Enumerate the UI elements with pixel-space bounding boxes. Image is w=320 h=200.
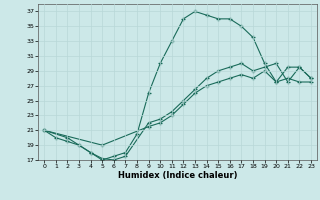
X-axis label: Humidex (Indice chaleur): Humidex (Indice chaleur)	[118, 171, 237, 180]
